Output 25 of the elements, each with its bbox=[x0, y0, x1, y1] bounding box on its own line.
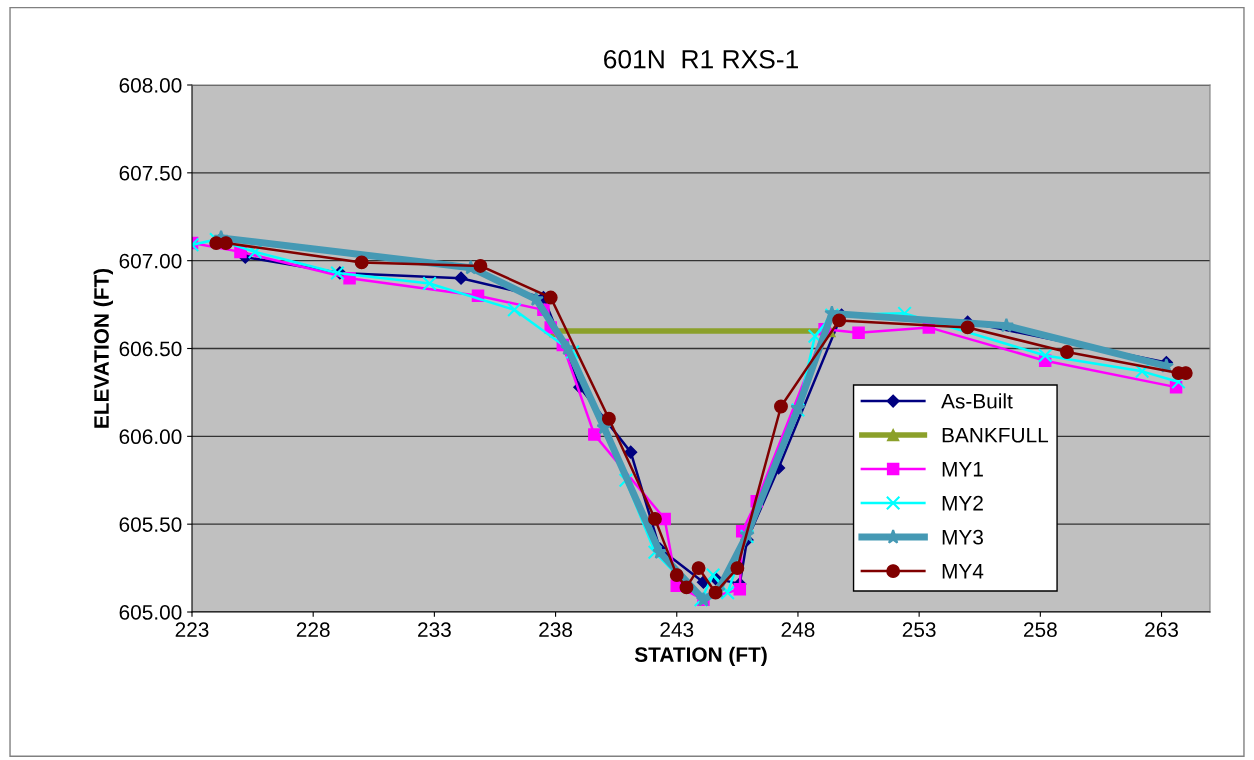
x-tick-label: 243 bbox=[660, 622, 694, 638]
chart-title: 601N R1 RXS-1 bbox=[604, 49, 798, 69]
y-tick-label: 605.50 bbox=[119, 517, 182, 532]
y-tick-label: 607.50 bbox=[119, 165, 182, 181]
x-tick-label: 263 bbox=[1145, 622, 1178, 638]
x-tick-label: 228 bbox=[296, 622, 330, 638]
y-tick-label: 605.00 bbox=[119, 605, 182, 620]
legend-label: BANKFULL bbox=[942, 428, 1049, 443]
y-axis-title: ELEVATION (FT) bbox=[93, 268, 114, 428]
x-tick-label: 238 bbox=[539, 622, 573, 638]
y-tick-label: 607.00 bbox=[119, 253, 182, 269]
legend-label: MY3 bbox=[942, 529, 983, 545]
y-tick-label: 608.00 bbox=[119, 78, 182, 93]
legend-label: As-Built bbox=[941, 393, 1013, 409]
legend-label: MY1 bbox=[942, 462, 983, 477]
x-tick-label: 248 bbox=[781, 622, 815, 638]
x-tick-label: 253 bbox=[902, 622, 936, 638]
legend-label: MY2 bbox=[942, 495, 983, 511]
x-tick-label: 233 bbox=[418, 622, 451, 638]
x-axis-title: STATION (FT) bbox=[634, 646, 767, 667]
legend-label: MY4 bbox=[942, 564, 984, 579]
x-tick-label: 223 bbox=[175, 622, 209, 638]
x-tick-label: 258 bbox=[1024, 622, 1057, 638]
y-tick-label: 606.00 bbox=[119, 429, 182, 445]
y-tick-label: 606.50 bbox=[119, 341, 182, 357]
